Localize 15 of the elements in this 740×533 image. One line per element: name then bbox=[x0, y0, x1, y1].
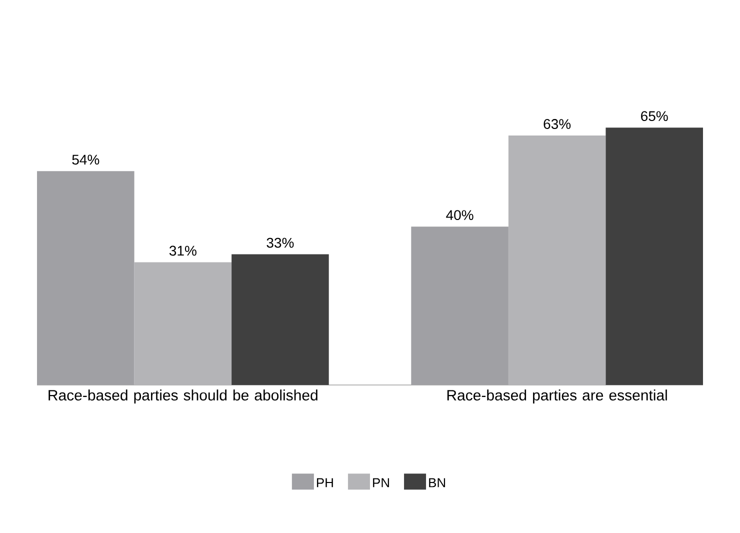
legend-label: PH bbox=[316, 478, 333, 488]
x-tick-label: Race-based parties are essential bbox=[447, 390, 667, 404]
bar bbox=[134, 262, 232, 385]
bar bbox=[508, 136, 606, 385]
legend-label: BN bbox=[429, 478, 446, 488]
data-label: 63% bbox=[544, 119, 571, 129]
legend-label: PN bbox=[373, 478, 389, 488]
bar bbox=[411, 226, 508, 385]
data-label: 40% bbox=[446, 210, 474, 220]
data-label: 54% bbox=[72, 154, 100, 165]
bar bbox=[37, 171, 134, 385]
data-label: 65% bbox=[641, 111, 668, 122]
x-tick-label: Race-based parties should be abolished bbox=[48, 390, 318, 404]
data-label: 31% bbox=[169, 246, 196, 256]
data-label: 33% bbox=[266, 238, 294, 248]
